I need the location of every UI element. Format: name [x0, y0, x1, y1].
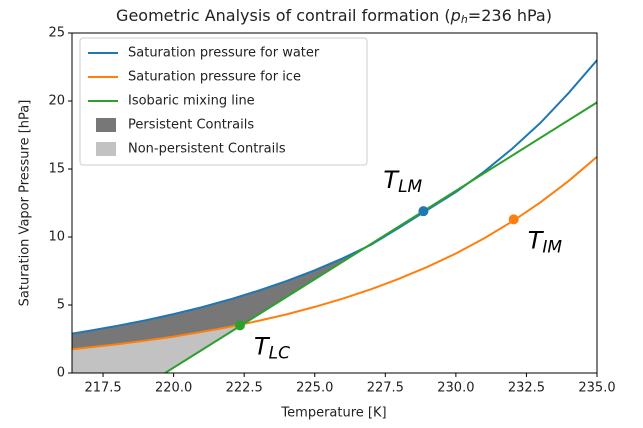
plot-area: [72, 59, 597, 373]
x-tick-label: 225.0: [296, 381, 333, 396]
non-persistent-region: [72, 324, 240, 373]
point-label: TLC: [254, 332, 290, 363]
y-tick-label: 15: [48, 162, 65, 177]
legend-label: Saturation pressure for water: [128, 46, 320, 61]
x-tick-label: 230.0: [437, 381, 474, 396]
legend-label: Isobaric mixing line: [128, 94, 255, 109]
y-tick-label: 10: [48, 230, 65, 245]
legend-patch: [96, 118, 116, 132]
title-var: p: [450, 6, 461, 25]
label-base: T: [254, 332, 271, 360]
legend-label: Persistent Contrails: [128, 118, 254, 133]
label-sub: IM: [542, 237, 562, 257]
legend-label: Non-persistent Contrails: [128, 142, 286, 157]
y-axis-label: Saturation Vapor Pressure [hPa]: [18, 100, 33, 307]
point-label: TIM: [528, 226, 563, 257]
x-tick-label: 220.0: [155, 381, 192, 396]
series-line: [72, 156, 597, 351]
title-text: Geometric Analysis of contrail formation…: [116, 6, 451, 25]
y-tick-label: 5: [57, 298, 65, 313]
legend-patch: [96, 142, 116, 156]
point: [234, 320, 245, 331]
y-tick-label: 20: [48, 94, 65, 109]
label-sub: LC: [269, 343, 290, 363]
y-tick-label: 25: [48, 26, 65, 41]
x-tick-label: 227.5: [367, 381, 404, 396]
point: [418, 206, 429, 217]
chart-title: Geometric Analysis of contrail formation…: [116, 6, 552, 27]
label-base: T: [383, 166, 400, 194]
x-tick-label: 235.0: [578, 381, 615, 396]
point-label: TLM: [383, 166, 422, 197]
x-tick-label: 217.5: [84, 381, 121, 396]
persistent-region: [72, 211, 424, 350]
axes-frame: [71, 32, 598, 374]
legend-label: Saturation pressure for ice: [128, 70, 301, 85]
x-axis-label: Temperature [K]: [280, 406, 386, 421]
label-base: T: [528, 226, 545, 254]
point: [508, 214, 519, 225]
title-text: =236 hPa): [468, 6, 552, 25]
label-sub: LM: [398, 177, 422, 197]
series-line: [72, 59, 597, 335]
x-tick-label: 222.5: [226, 381, 263, 396]
title-sub: h: [461, 13, 468, 26]
y-tick-label: 0: [57, 366, 65, 381]
x-tick-label: 232.5: [508, 381, 545, 396]
legend-box: [79, 37, 368, 166]
